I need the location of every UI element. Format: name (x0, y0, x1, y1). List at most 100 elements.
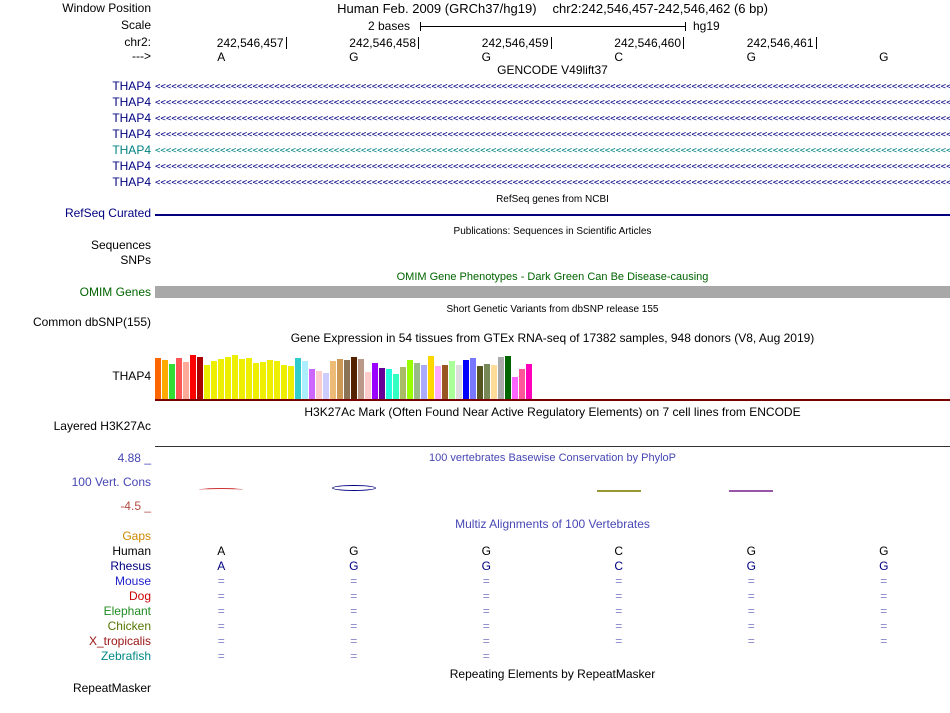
gtex-bar[interactable] (365, 372, 371, 399)
gtex-bar[interactable] (309, 369, 315, 399)
snps-track-label[interactable]: SNPs (120, 253, 151, 267)
coordinate-tick (550, 37, 552, 49)
alignment-base: = (880, 574, 888, 588)
gtex-bar[interactable] (204, 365, 210, 399)
species-label[interactable]: Chicken (107, 619, 151, 633)
gene-arrow-line[interactable]: <<<<<<<<<<<<<<<<<<<<<<<<<<<<<<<<<<<<<<<<… (155, 98, 950, 108)
gtex-bar[interactable] (477, 366, 483, 399)
gtex-bar[interactable] (491, 365, 497, 399)
gtex-bar[interactable] (407, 360, 413, 399)
refseq-gene-line[interactable] (155, 214, 950, 216)
gtex-bar[interactable] (183, 362, 189, 399)
alignment-base: = (217, 619, 225, 633)
gtex-bar[interactable] (169, 364, 175, 399)
gene-label[interactable]: THAP4 (112, 159, 151, 173)
gtex-bar[interactable] (386, 369, 392, 399)
gtex-bar[interactable] (281, 365, 287, 399)
species-label[interactable]: Zebrafish (100, 649, 151, 663)
gtex-bar[interactable] (190, 355, 196, 399)
gtex-bar[interactable] (470, 358, 476, 399)
gtex-bar[interactable] (267, 360, 273, 399)
gtex-bar[interactable] (337, 359, 343, 399)
gtex-expression-barchart[interactable] (155, 353, 533, 399)
vert-cons-label[interactable]: 100 Vert. Cons (71, 475, 151, 489)
gtex-bar[interactable] (484, 364, 490, 399)
gene-label[interactable]: THAP4 (112, 79, 151, 93)
sequences-track-label[interactable]: Sequences (90, 238, 151, 252)
gtex-gene-label[interactable]: THAP4 (112, 369, 151, 383)
common-dbsnp-label[interactable]: Common dbSNP(155) (32, 315, 151, 329)
gtex-bar[interactable] (512, 377, 518, 399)
gtex-bar[interactable] (253, 363, 259, 399)
gtex-bar[interactable] (302, 361, 308, 399)
species-label[interactable]: X_tropicalis (88, 634, 151, 648)
species-label[interactable]: Dog (128, 589, 151, 603)
gtex-bar[interactable] (246, 358, 252, 399)
coordinate-tick (418, 37, 419, 49)
gene-arrow-line[interactable]: <<<<<<<<<<<<<<<<<<<<<<<<<<<<<<<<<<<<<<<<… (155, 130, 950, 140)
gene-label[interactable]: THAP4 (112, 175, 151, 189)
gene-label[interactable]: THAP4 (112, 95, 151, 109)
alignment-base: = (747, 604, 755, 618)
gene-label[interactable]: THAP4 (112, 143, 151, 157)
gene-arrow-line[interactable]: <<<<<<<<<<<<<<<<<<<<<<<<<<<<<<<<<<<<<<<<… (155, 114, 950, 124)
gtex-bar[interactable] (498, 357, 504, 399)
gtex-bar[interactable] (505, 356, 511, 399)
species-label[interactable]: Mouse (114, 574, 151, 588)
gtex-bar[interactable] (372, 363, 378, 399)
gtex-bar[interactable] (358, 359, 364, 399)
gtex-bar[interactable] (274, 361, 280, 399)
gtex-bar[interactable] (211, 361, 217, 399)
gtex-bar[interactable] (323, 373, 329, 399)
gtex-bar[interactable] (435, 366, 441, 399)
gtex-bar[interactable] (379, 368, 385, 399)
gtex-bar[interactable] (393, 374, 399, 399)
gtex-bar[interactable] (330, 361, 336, 399)
gene-arrow-line[interactable]: <<<<<<<<<<<<<<<<<<<<<<<<<<<<<<<<<<<<<<<<… (155, 82, 950, 92)
gtex-bar[interactable] (463, 360, 469, 399)
gtex-bar[interactable] (344, 360, 350, 399)
species-label[interactable]: Rhesus (110, 559, 151, 573)
gtex-bar[interactable] (526, 364, 532, 399)
gtex-bar[interactable] (442, 365, 448, 399)
gtex-bar[interactable] (449, 361, 455, 399)
gtex-bar[interactable] (176, 358, 182, 399)
gtex-bar[interactable] (260, 362, 266, 399)
gtex-bar[interactable] (414, 363, 420, 399)
gtex-bar[interactable] (218, 359, 224, 399)
reference-base: C (614, 50, 624, 64)
gene-arrow-line[interactable]: <<<<<<<<<<<<<<<<<<<<<<<<<<<<<<<<<<<<<<<<… (155, 162, 950, 172)
gtex-bar[interactable] (400, 367, 406, 399)
gtex-bar[interactable] (155, 358, 161, 399)
gtex-bar[interactable] (351, 357, 357, 399)
omim-genes-label[interactable]: OMIM Genes (79, 285, 151, 299)
gene-label[interactable]: THAP4 (112, 111, 151, 125)
gene-arrow-line[interactable]: <<<<<<<<<<<<<<<<<<<<<<<<<<<<<<<<<<<<<<<<… (155, 146, 950, 156)
alignment-base: = (747, 574, 755, 588)
gtex-bar[interactable] (197, 357, 203, 399)
gtex-bar[interactable] (232, 355, 238, 399)
gene-label[interactable]: THAP4 (112, 127, 151, 141)
repeatmasker-label[interactable]: RepeatMasker (72, 681, 151, 695)
refseq-curated-label[interactable]: RefSeq Curated (64, 206, 151, 220)
alignment-base: G (879, 559, 889, 573)
species-label[interactable]: Gaps (122, 529, 151, 543)
gtex-bar[interactable] (288, 366, 294, 399)
gtex-bar[interactable] (456, 365, 462, 399)
gtex-bar[interactable] (316, 371, 322, 399)
gtex-bar[interactable] (428, 356, 434, 399)
gtex-bar[interactable] (295, 358, 301, 399)
gtex-bar[interactable] (225, 357, 231, 399)
layered-h3k27ac-label[interactable]: Layered H3K27Ac (53, 419, 151, 433)
gtex-bar[interactable] (421, 365, 427, 399)
gtex-bar[interactable] (519, 369, 525, 399)
omim-gene-bar[interactable] (155, 286, 950, 298)
alignment-base: G (481, 544, 491, 558)
species-label[interactable]: Human (112, 544, 151, 558)
species-label[interactable]: Elephant (103, 604, 151, 618)
gene-arrow-line[interactable]: <<<<<<<<<<<<<<<<<<<<<<<<<<<<<<<<<<<<<<<<… (155, 178, 950, 188)
gtex-bar[interactable] (239, 359, 245, 399)
gtex-bar[interactable] (162, 360, 168, 399)
scale-value: 2 bases (367, 19, 410, 33)
